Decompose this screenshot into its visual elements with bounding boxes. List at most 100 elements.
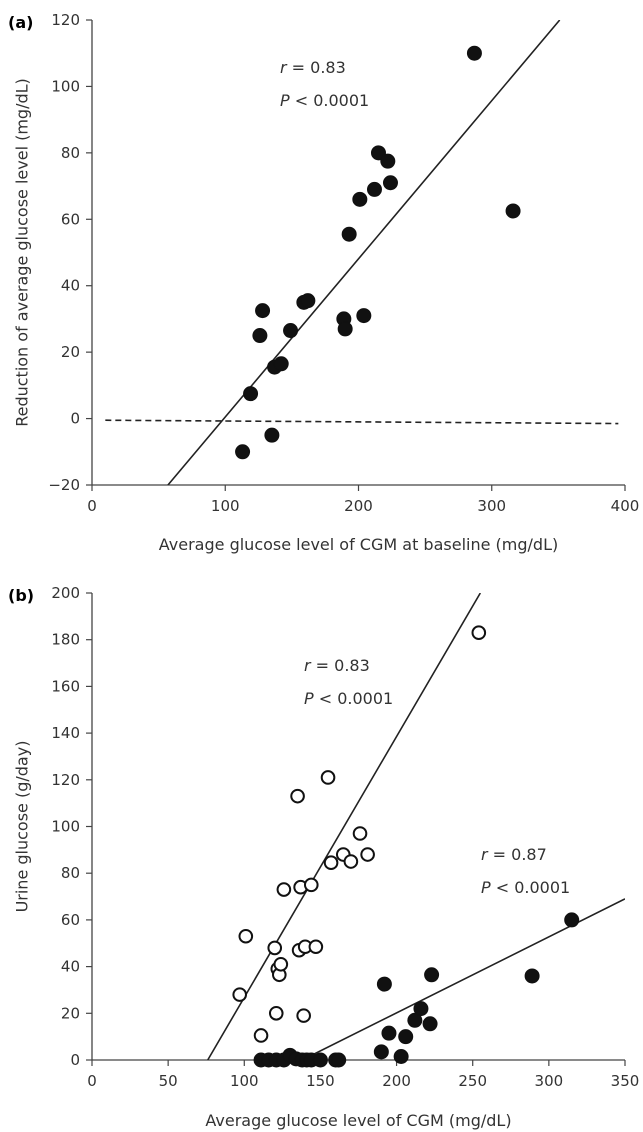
x-tick-label: 150 [306,1072,335,1090]
open-point [296,1008,311,1023]
filled-point [380,153,396,169]
x-tick-label: 400 [611,497,640,515]
p-value-label: P < 0.0001 [280,91,369,110]
x-tick-label: 300 [535,1072,564,1090]
x-tick-label: 0 [87,1072,97,1090]
x-axis-title: Average glucose level of CGM at baseline… [159,535,558,554]
y-tick-label: 40 [61,277,80,295]
open-point [273,956,289,972]
correlation-label: r = 0.87 [481,845,547,864]
y-axis-title: Reduction of average glucose level (mg/d… [13,78,32,427]
filled-point [524,968,540,984]
p-symbol: P [481,878,491,897]
chart-panel-a: (a) 0 100 200 300 400 −20 0 20 40 60 80 100 120 Averag… [8,11,639,554]
x-tick-label: 250 [458,1072,487,1090]
open-point [303,877,319,893]
y-tick-label: 120 [51,771,80,789]
filled-point [370,145,386,161]
y-tick-label: 100 [51,77,80,95]
open-point [290,788,305,804]
filled-point [312,1052,328,1068]
r-symbol: r [481,845,489,864]
y-axis-title: Urine glucose (g/day) [13,741,32,913]
filled-point [422,1016,438,1032]
y-tick-label: 160 [51,677,80,695]
y-tick-label: 180 [51,631,80,649]
filled-point [356,308,372,324]
regression-line-1 [167,20,561,485]
y-tick-label: 80 [61,144,80,162]
x-tick-label: 350 [611,1072,640,1090]
open-point [471,625,487,640]
filled-point [393,1048,409,1064]
p-value-label: P < 0.0001 [304,689,393,708]
y-tick-label: 140 [51,724,80,742]
filled-point [337,321,353,337]
open-point [267,940,283,956]
filled-point [255,303,271,319]
y-tick-label: 60 [61,210,80,228]
filled-point [352,191,368,207]
y-tick-label: 200 [51,584,80,602]
chart-panel-b: (b) 0 50 100 150 200 250 300 350 0 20 40 60 80 100 120 1… [8,584,639,1130]
x-tick-label: 200 [382,1072,411,1090]
p-symbol: P [304,689,314,708]
open-point [320,770,336,785]
filled-point [264,427,280,443]
y-tick-label: 40 [61,958,80,976]
y-tick-label: 120 [51,11,80,29]
y-tick-label: 20 [61,1004,80,1022]
p-value: < 0.0001 [491,878,571,897]
filled-point [376,976,392,992]
open-point [360,847,375,862]
panel-label: (b) [8,586,34,605]
filled-point [505,203,521,219]
filled-point [283,323,299,339]
open-point [323,855,339,870]
y-tick-label: 80 [61,864,80,882]
filled-point [373,1044,389,1060]
filled-point [398,1029,414,1045]
panel-label: (a) [8,13,33,32]
r-value: = 0.83 [311,656,370,675]
open-point [343,854,359,869]
filled-point [466,45,482,61]
open-point [308,939,324,955]
reference-line-dashed [105,419,619,425]
x-tick-label: 50 [159,1072,178,1090]
x-tick-label: 0 [87,497,97,515]
open-point [276,882,292,897]
y-tick-label: 0 [70,410,80,428]
r-symbol: r [304,656,312,675]
filled-point [341,226,357,242]
filled-point [424,967,440,983]
correlation-label: r = 0.83 [304,656,370,675]
filled-point [381,1025,397,1041]
filled-point [243,386,259,402]
open-point [253,1028,269,1043]
filled-point [382,175,398,191]
filled-point [252,328,268,344]
filled-point [235,444,251,460]
x-tick-label: 300 [477,497,506,515]
filled-point [273,356,289,372]
y-tick-label: 20 [61,343,80,361]
correlation-label: r = 0.83 [280,58,346,77]
filled-point [366,181,382,197]
y-tick-label: 60 [61,911,80,929]
filled-point [564,912,580,928]
r-symbol: r [280,58,288,77]
filled-point [300,293,316,309]
r-value: = 0.83 [287,58,346,77]
p-value-label: P < 0.0001 [481,878,570,897]
p-value: < 0.0001 [290,91,370,110]
y-tick-label: 100 [51,818,80,836]
x-axis-title: Average glucose level of CGM (mg/dL) [205,1111,511,1130]
p-value: < 0.0001 [314,689,394,708]
x-tick-label: 200 [344,497,373,515]
filled-point [413,1001,429,1017]
open-point [268,1006,284,1021]
open-point [238,928,254,944]
r-value: = 0.87 [488,845,547,864]
